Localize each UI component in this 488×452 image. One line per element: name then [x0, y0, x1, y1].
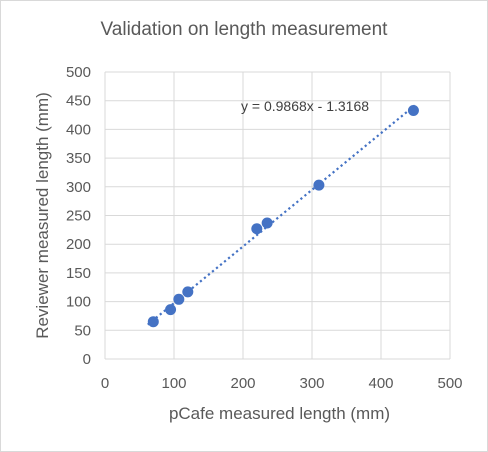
- y-tick-label: 300: [66, 179, 91, 196]
- y-tick-label: 400: [66, 121, 91, 138]
- y-tick-label: 150: [66, 265, 91, 282]
- trendline-group: [147, 104, 416, 326]
- trendline-equation: y = 0.9868x - 1.3168: [241, 98, 369, 114]
- x-tick-label: 200: [230, 375, 255, 392]
- y-tick-label: 450: [66, 93, 91, 110]
- data-point: [407, 104, 419, 116]
- y-tick-label: 500: [66, 64, 91, 81]
- y-tick-label: 100: [66, 294, 91, 311]
- y-tick-label: 250: [66, 208, 91, 225]
- y-tick-label: 200: [66, 236, 91, 253]
- gridlines: [104, 71, 451, 360]
- data-point: [147, 316, 159, 328]
- data-point: [182, 286, 194, 298]
- data-point: [165, 304, 177, 316]
- x-axis-title: pCafe measured length (mm): [169, 404, 390, 423]
- x-tick-label: 0: [101, 375, 109, 392]
- data-point: [173, 293, 185, 305]
- chart-title: Validation on length measurement: [100, 19, 388, 40]
- y-tick-label: 50: [74, 322, 91, 339]
- x-tick-label: 300: [299, 375, 324, 392]
- x-tick-label: 100: [161, 375, 186, 392]
- x-tick-label: 500: [437, 375, 462, 392]
- y-tick-label: 0: [83, 351, 91, 368]
- tick-labels: 0 50 100 150 200 250 300 350 400 450 500 0 100 200 300…: [66, 64, 463, 392]
- data-point: [313, 179, 325, 191]
- y-tick-label: 350: [66, 150, 91, 167]
- data-point: [261, 217, 273, 229]
- x-tick-label: 400: [368, 375, 393, 392]
- data-point: [251, 223, 263, 235]
- y-axis-title: Reviewer measured length (mm): [33, 92, 52, 339]
- trendline: [147, 104, 416, 326]
- data-points: [147, 104, 419, 328]
